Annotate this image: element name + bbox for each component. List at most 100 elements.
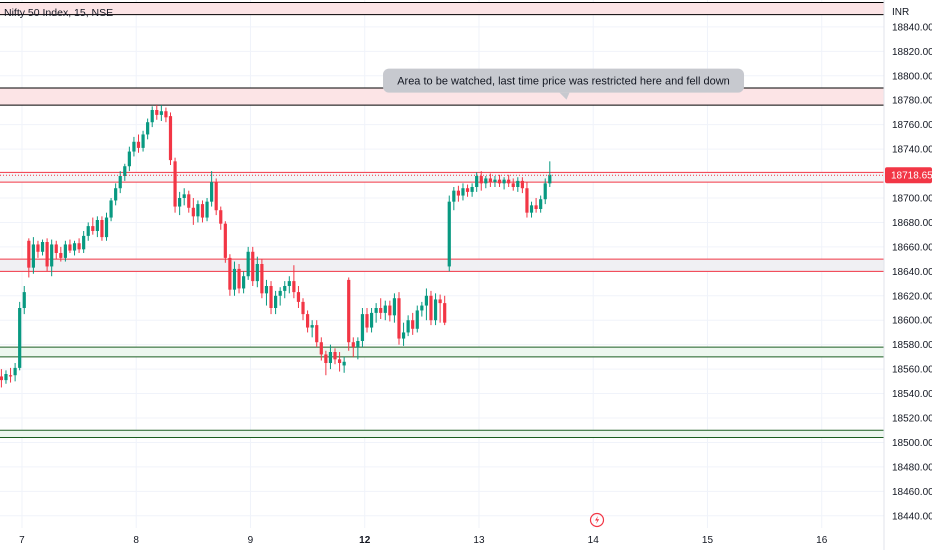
candle[interactable] — [191, 198, 195, 225]
candle[interactable] — [114, 183, 118, 206]
candle[interactable] — [511, 178, 515, 191]
candle[interactable] — [40, 239, 45, 256]
candle[interactable] — [0, 369, 4, 388]
candle[interactable] — [146, 118, 150, 140]
candle[interactable] — [543, 178, 547, 205]
candle[interactable] — [164, 107, 168, 123]
candle[interactable] — [461, 183, 465, 201]
candle[interactable] — [452, 187, 456, 211]
candle[interactable] — [443, 295, 447, 326]
candle[interactable] — [333, 348, 337, 365]
candle[interactable] — [388, 300, 392, 322]
candle[interactable] — [95, 216, 99, 238]
candle[interactable] — [219, 206, 223, 230]
candle[interactable] — [232, 261, 237, 296]
candle[interactable] — [539, 195, 543, 213]
candle[interactable] — [246, 246, 250, 280]
candle[interactable] — [516, 177, 520, 192]
candle[interactable] — [283, 281, 287, 299]
candle[interactable] — [529, 201, 534, 218]
candle[interactable] — [4, 370, 8, 384]
price-axis[interactable]: 18440.00 18460.00 18480.00 18500.00 18520.00… — [885, 22, 932, 522]
candle[interactable] — [274, 290, 278, 315]
candle[interactable] — [548, 161, 552, 187]
candle[interactable] — [465, 184, 470, 197]
candle[interactable] — [525, 182, 529, 218]
candle[interactable] — [397, 292, 401, 345]
candle[interactable] — [214, 178, 218, 216]
candle[interactable] — [173, 157, 177, 213]
candle[interactable] — [374, 303, 378, 323]
candle[interactable] — [392, 293, 397, 323]
candle[interactable] — [123, 163, 127, 181]
candle[interactable] — [507, 174, 511, 187]
candle[interactable] — [59, 246, 63, 262]
annotation-callout[interactable]: Area to be watched, last time price was … — [383, 68, 745, 100]
candle[interactable] — [77, 238, 81, 253]
candle[interactable] — [401, 322, 406, 346]
candle[interactable] — [447, 195, 451, 272]
candle[interactable] — [141, 130, 145, 152]
candle[interactable] — [54, 240, 58, 260]
candle[interactable] — [45, 238, 49, 272]
candle[interactable] — [264, 279, 269, 306]
candle[interactable] — [429, 290, 433, 326]
candle[interactable] — [484, 176, 488, 189]
candle[interactable] — [356, 337, 360, 360]
candle[interactable] — [351, 337, 355, 357]
candle[interactable] — [242, 271, 246, 294]
candle[interactable] — [488, 173, 492, 187]
candle[interactable] — [342, 356, 346, 373]
candle[interactable] — [502, 177, 506, 190]
candle[interactable] — [178, 191, 182, 216]
candle[interactable] — [200, 200, 205, 223]
candle[interactable] — [36, 240, 40, 258]
candle[interactable] — [82, 231, 86, 253]
candle[interactable] — [100, 216, 104, 241]
candle[interactable] — [8, 367, 13, 383]
candle[interactable] — [520, 177, 524, 194]
candle[interactable] — [415, 305, 419, 333]
candle[interactable] — [470, 183, 474, 197]
candle[interactable] — [127, 146, 131, 172]
time-axis[interactable]: 7 8 9 12 13 14 15 16 — [19, 535, 828, 546]
candle[interactable] — [269, 281, 273, 315]
candle[interactable] — [433, 293, 438, 326]
candle[interactable] — [159, 105, 163, 121]
candle[interactable] — [18, 301, 22, 371]
candle[interactable] — [205, 198, 209, 222]
candle[interactable] — [27, 238, 31, 278]
candle[interactable] — [406, 315, 410, 337]
candle[interactable] — [301, 298, 305, 321]
candle[interactable] — [237, 264, 241, 294]
candle[interactable] — [104, 212, 109, 241]
candle[interactable] — [328, 344, 333, 370]
candle[interactable] — [365, 308, 369, 333]
candle[interactable] — [287, 276, 291, 294]
candle[interactable] — [493, 176, 497, 187]
candle[interactable] — [369, 308, 374, 333]
candle[interactable] — [337, 352, 342, 372]
candle[interactable] — [155, 105, 159, 120]
candle[interactable] — [228, 254, 232, 296]
candle[interactable] — [310, 320, 314, 338]
candle[interactable] — [456, 185, 460, 202]
candle[interactable] — [187, 190, 191, 213]
candle[interactable] — [292, 265, 296, 299]
candle[interactable] — [196, 200, 200, 223]
candle[interactable] — [251, 246, 255, 286]
candle[interactable] — [255, 256, 259, 288]
candle[interactable] — [379, 298, 383, 319]
candle[interactable] — [63, 240, 67, 262]
candle[interactable] — [305, 310, 310, 333]
candle[interactable] — [383, 300, 387, 321]
candle[interactable] — [324, 350, 328, 376]
candle[interactable] — [475, 172, 479, 192]
candle[interactable] — [132, 136, 136, 157]
candle[interactable] — [182, 188, 186, 206]
candle[interactable] — [168, 112, 173, 165]
candle[interactable] — [420, 301, 424, 317]
candle[interactable] — [22, 286, 26, 315]
candle[interactable] — [424, 288, 429, 321]
